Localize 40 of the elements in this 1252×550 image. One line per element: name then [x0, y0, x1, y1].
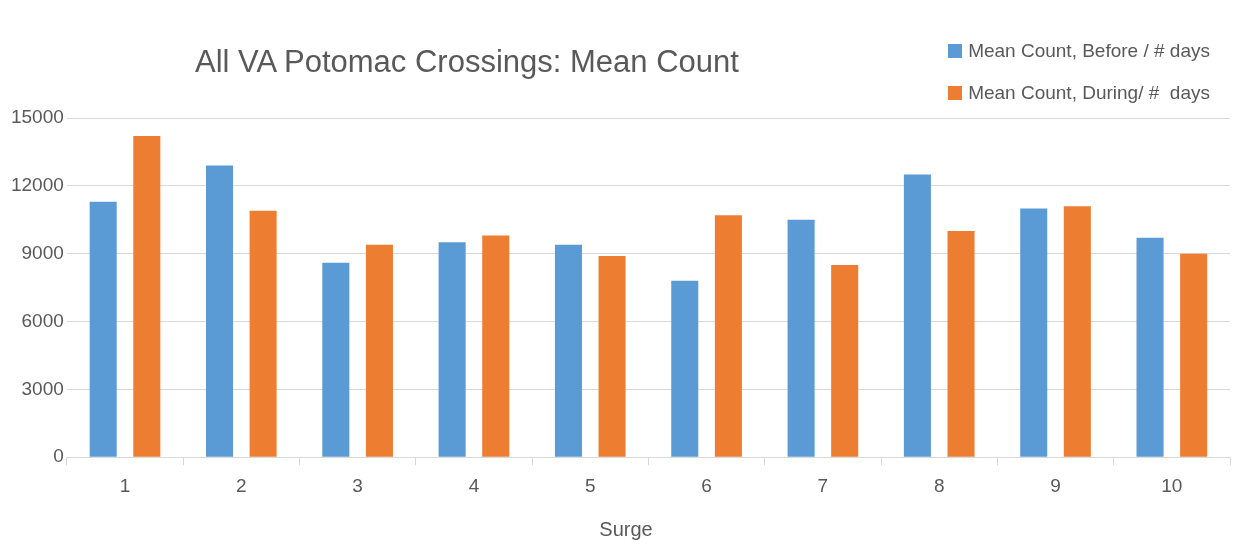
bar [438, 242, 466, 457]
x-tick-label: 3 [352, 474, 363, 496]
x-tick-label: 1 [119, 474, 131, 496]
bar [1136, 237, 1164, 457]
bar [903, 174, 931, 457]
y-tick-label: 6000 [21, 309, 64, 331]
bar [249, 210, 277, 457]
y-tick-label: 3000 [21, 377, 64, 399]
bar [482, 235, 510, 457]
x-tick-label: 4 [468, 474, 480, 496]
bar [947, 231, 975, 457]
bar [89, 201, 117, 457]
bar [714, 215, 742, 457]
legend-label: Mean Count, Before / # days [968, 40, 1210, 62]
bar [365, 244, 393, 457]
bar [322, 262, 350, 457]
bar [787, 219, 815, 457]
x-axis-title: Surge [598, 518, 654, 541]
x-tick-label: 9 [1050, 474, 1061, 496]
chart-title: All VA Potomac Crossings: Mean Count [195, 44, 739, 80]
x-tick-label: 5 [584, 474, 596, 496]
x-tick-label: 2 [236, 474, 247, 496]
x-tick-label: 6 [701, 474, 712, 496]
bar [133, 136, 161, 457]
bar [671, 280, 699, 457]
x-tick-label: 8 [933, 474, 945, 496]
bar [1020, 208, 1048, 457]
legend-label: Mean Count, During/ # days [968, 82, 1210, 104]
y-tick-label: 0 [53, 445, 64, 467]
bar [554, 244, 582, 457]
y-tick-label: 15000 [10, 106, 64, 128]
x-tick-label: 10 [1161, 474, 1183, 496]
y-tick-label: 12000 [10, 174, 64, 196]
bar [1063, 206, 1091, 457]
y-tick-label: 9000 [21, 241, 64, 263]
x-tick-label: 7 [817, 474, 829, 496]
bar [1180, 253, 1208, 457]
bar [598, 255, 626, 457]
bar [831, 264, 859, 457]
bar [205, 165, 234, 457]
